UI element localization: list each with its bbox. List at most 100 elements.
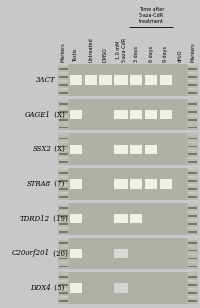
Bar xyxy=(58,133,69,165)
Bar xyxy=(188,188,197,190)
Bar xyxy=(58,168,69,200)
Bar xyxy=(173,168,187,200)
Bar xyxy=(83,272,98,304)
Text: 1.0 mM
5-aza-CdR: 1.0 mM 5-aza-CdR xyxy=(116,37,126,62)
Text: DMSO: DMSO xyxy=(103,47,108,62)
Bar xyxy=(70,144,82,154)
Bar xyxy=(188,284,197,286)
Bar xyxy=(59,92,68,94)
Bar xyxy=(59,211,68,213)
Bar xyxy=(188,68,197,70)
Bar xyxy=(173,64,187,96)
Bar xyxy=(113,237,129,269)
Bar xyxy=(59,138,68,140)
Bar xyxy=(188,72,197,74)
Bar xyxy=(160,110,172,119)
Bar xyxy=(188,211,197,213)
Bar xyxy=(70,249,82,258)
Text: Markers: Markers xyxy=(61,42,66,62)
Bar xyxy=(188,84,197,86)
Bar xyxy=(59,196,68,198)
Bar xyxy=(188,300,197,302)
Bar xyxy=(114,75,128,85)
Bar xyxy=(144,203,159,235)
Bar xyxy=(113,272,129,304)
Bar xyxy=(59,296,68,298)
Bar xyxy=(188,64,197,66)
Bar xyxy=(59,238,68,240)
Bar xyxy=(69,203,83,235)
Bar xyxy=(188,292,197,294)
Text: C20orf201: C20orf201 xyxy=(12,249,50,257)
Bar xyxy=(59,277,68,278)
Bar xyxy=(59,207,68,209)
Bar xyxy=(59,99,68,101)
Bar xyxy=(59,215,68,217)
Bar xyxy=(58,99,69,130)
Bar xyxy=(188,92,197,94)
Bar xyxy=(59,227,68,229)
Bar xyxy=(114,179,128,189)
Text: (5): (5) xyxy=(52,284,64,292)
Bar xyxy=(58,203,69,235)
Bar xyxy=(69,168,83,200)
Bar xyxy=(188,103,197,105)
Bar xyxy=(83,133,98,165)
Bar xyxy=(188,99,197,101)
Bar xyxy=(188,219,197,221)
Bar xyxy=(98,99,113,130)
Bar xyxy=(188,80,197,82)
Text: GAGE1: GAGE1 xyxy=(25,111,51,119)
Bar xyxy=(85,75,97,85)
Bar xyxy=(129,237,144,269)
Bar xyxy=(188,157,197,159)
Bar xyxy=(187,99,198,130)
Bar xyxy=(83,203,98,235)
Bar xyxy=(59,172,68,174)
Bar xyxy=(159,64,173,96)
Bar xyxy=(188,277,197,278)
Bar xyxy=(129,64,144,96)
Bar xyxy=(188,176,197,178)
Bar xyxy=(59,161,68,163)
Bar xyxy=(173,99,187,130)
Bar xyxy=(69,99,83,130)
Bar xyxy=(83,168,98,200)
Bar xyxy=(69,272,83,304)
Bar xyxy=(159,99,173,130)
Bar xyxy=(59,107,68,109)
Text: 6 days: 6 days xyxy=(149,46,154,62)
Bar xyxy=(188,246,197,248)
Bar xyxy=(159,237,173,269)
Bar xyxy=(188,153,197,155)
Bar xyxy=(59,72,68,74)
Bar xyxy=(59,176,68,178)
Text: Testis: Testis xyxy=(73,48,78,62)
Bar xyxy=(188,250,197,251)
Bar xyxy=(59,168,68,170)
Bar xyxy=(130,144,142,154)
Bar xyxy=(59,84,68,86)
Bar xyxy=(145,75,157,85)
Bar xyxy=(59,80,68,82)
Bar xyxy=(70,110,82,119)
Bar xyxy=(129,272,144,304)
Bar xyxy=(144,64,159,96)
Bar xyxy=(173,272,187,304)
Bar xyxy=(145,179,157,189)
Bar xyxy=(59,88,68,90)
Text: STRA8: STRA8 xyxy=(27,180,51,188)
Bar xyxy=(129,133,144,165)
Bar xyxy=(188,184,197,186)
Bar xyxy=(144,133,159,165)
Bar xyxy=(188,76,197,78)
Bar xyxy=(59,157,68,159)
Bar xyxy=(59,203,68,205)
Bar xyxy=(188,261,197,263)
Text: Untreated: Untreated xyxy=(88,37,93,62)
Bar xyxy=(188,107,197,109)
Bar xyxy=(113,133,129,165)
Bar xyxy=(188,231,197,233)
Bar xyxy=(188,138,197,140)
Bar xyxy=(173,203,187,235)
